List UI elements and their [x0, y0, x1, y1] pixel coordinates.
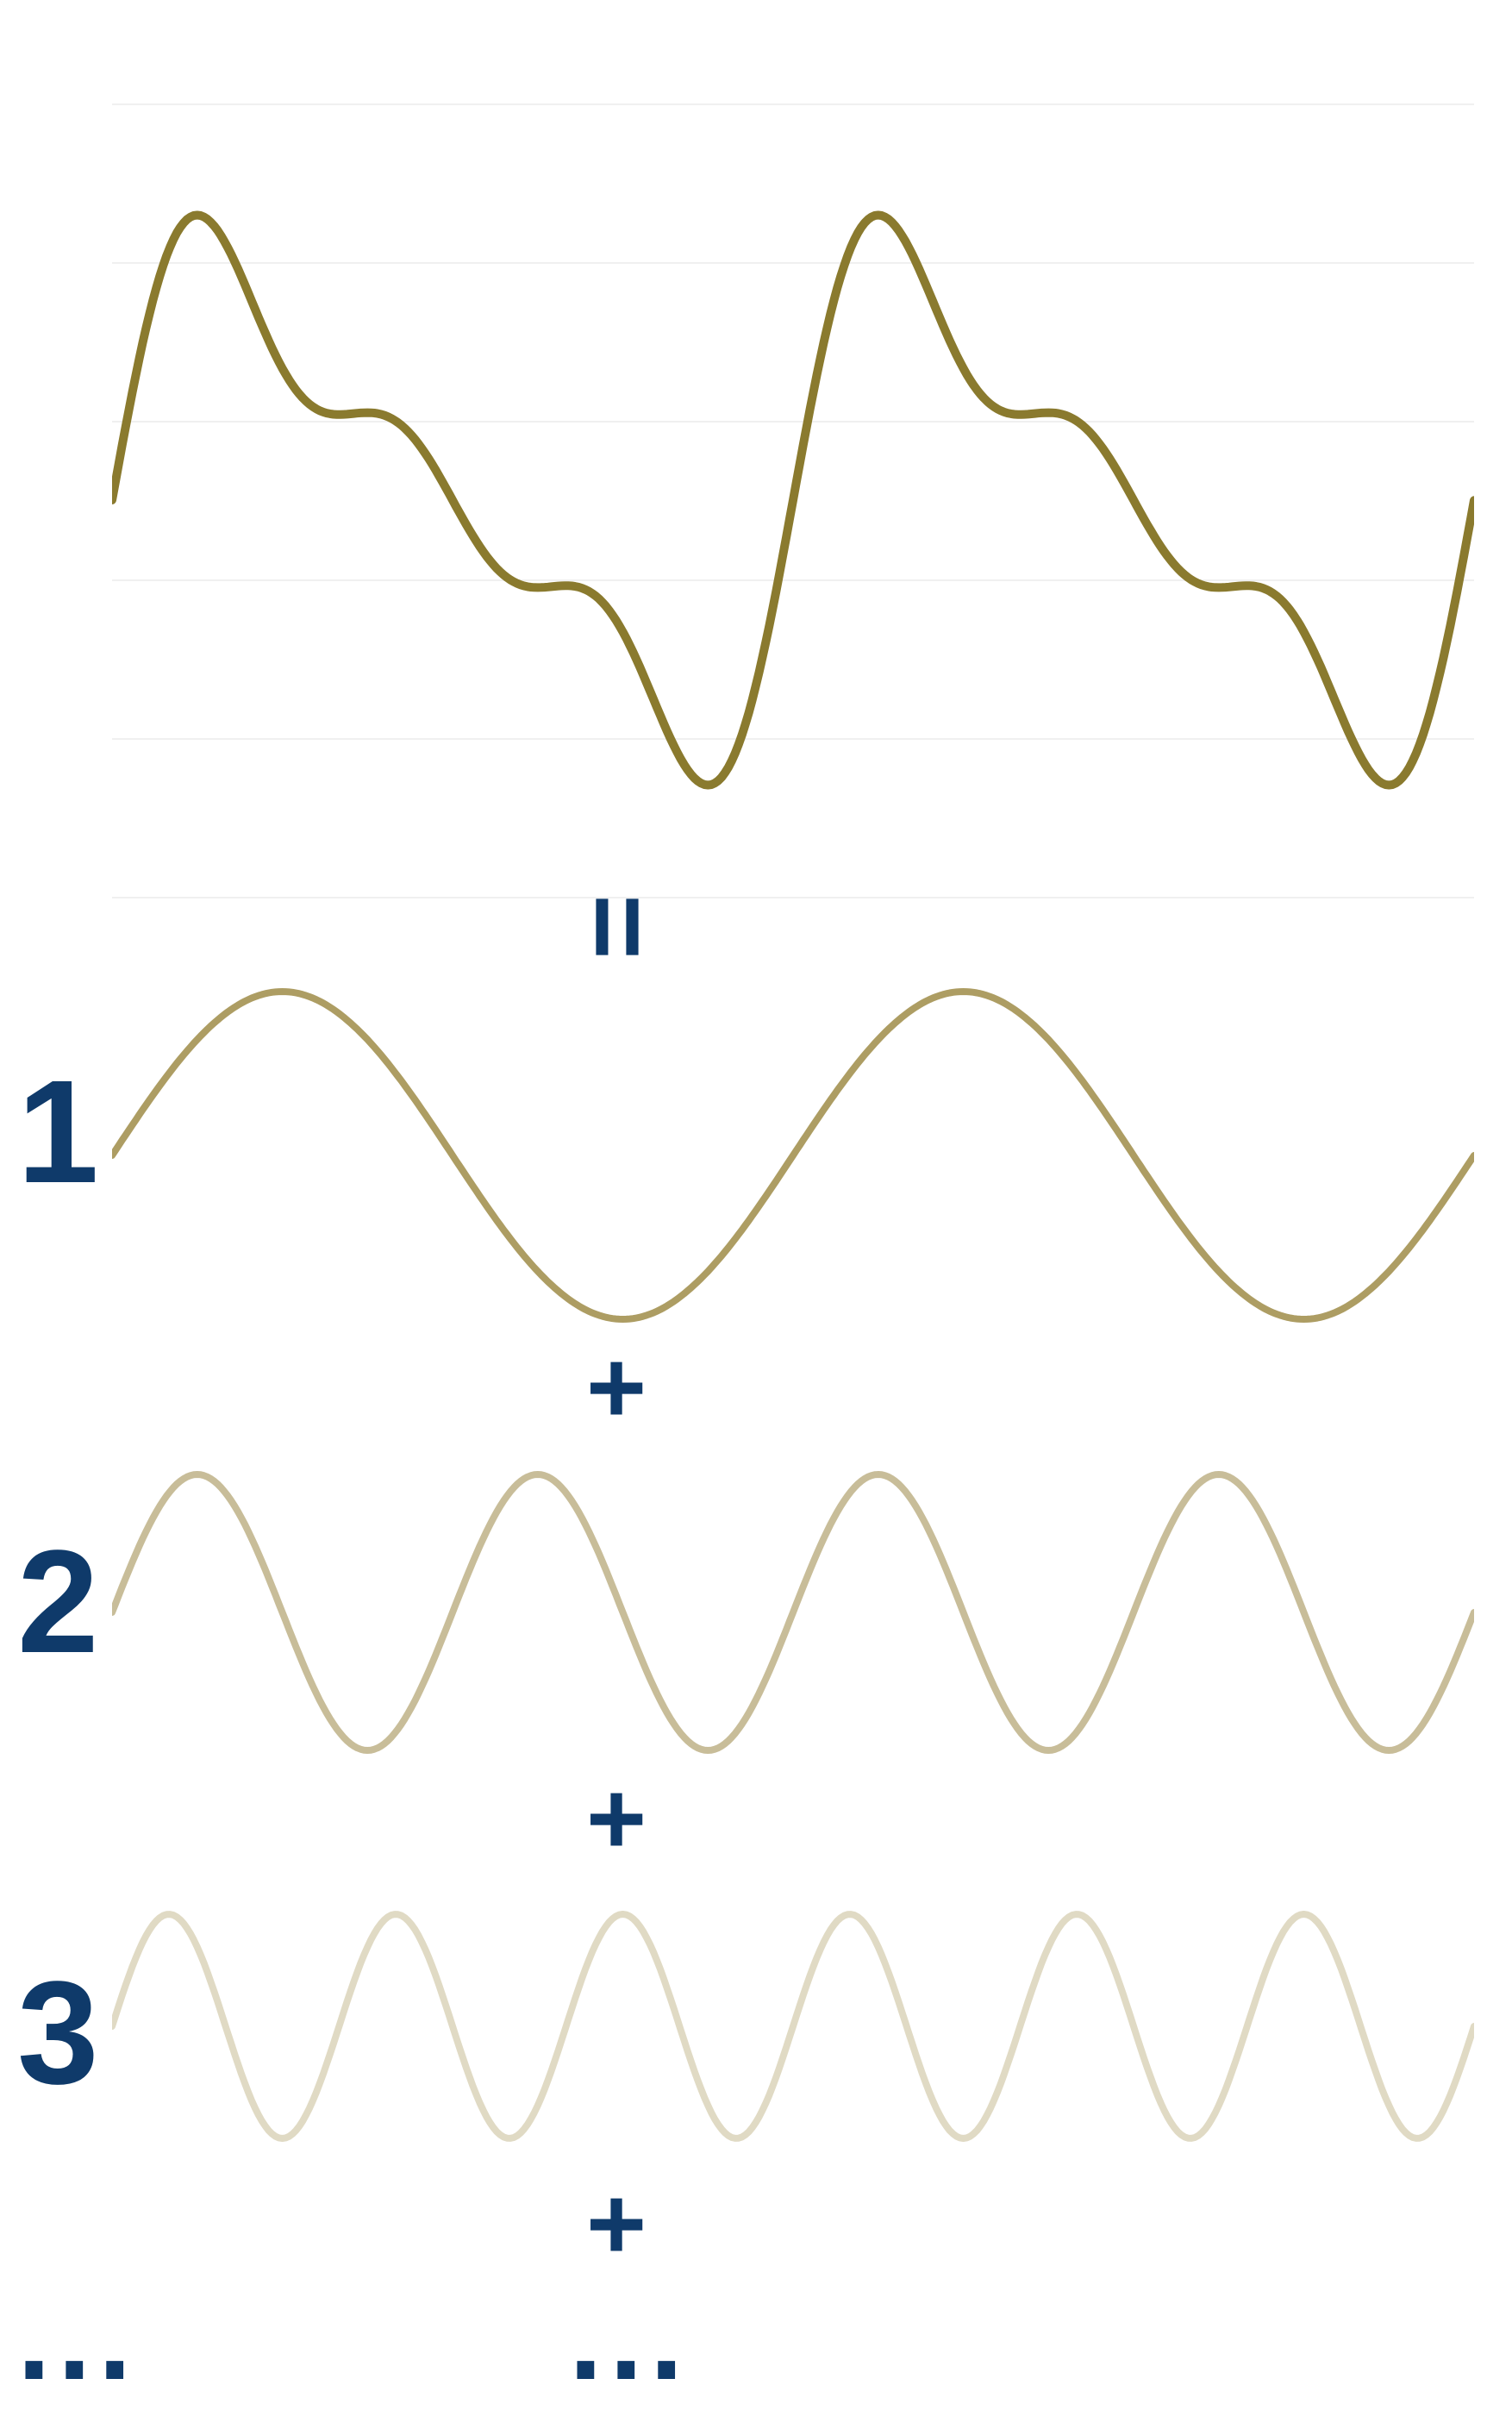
plus-operator-1: +	[586, 1328, 647, 1447]
plus-operator-3: +	[586, 2164, 647, 2283]
harmonic-wave-1	[112, 974, 1474, 1336]
harmonic-label-2: 2	[17, 1518, 99, 1687]
harmonic-wave-3	[112, 1906, 1474, 2147]
harmonic-label-3: 3	[17, 1949, 99, 2118]
ellipsis-center: ...	[569, 2268, 690, 2407]
harmonic-wave-2	[112, 1466, 1474, 1759]
harmonic-label-1: 1	[17, 1048, 99, 1217]
plus-operator-2: +	[586, 1759, 647, 1878]
composite-wave-chart	[112, 103, 1474, 897]
fourier-decomposition-diagram: = 1 + 2 + 3 + ... ...	[0, 0, 1512, 2435]
gridline	[112, 897, 1474, 898]
composite-wave-path	[112, 103, 1474, 897]
ellipsis-left: ...	[17, 2268, 139, 2407]
equals-operator: =	[554, 894, 684, 960]
